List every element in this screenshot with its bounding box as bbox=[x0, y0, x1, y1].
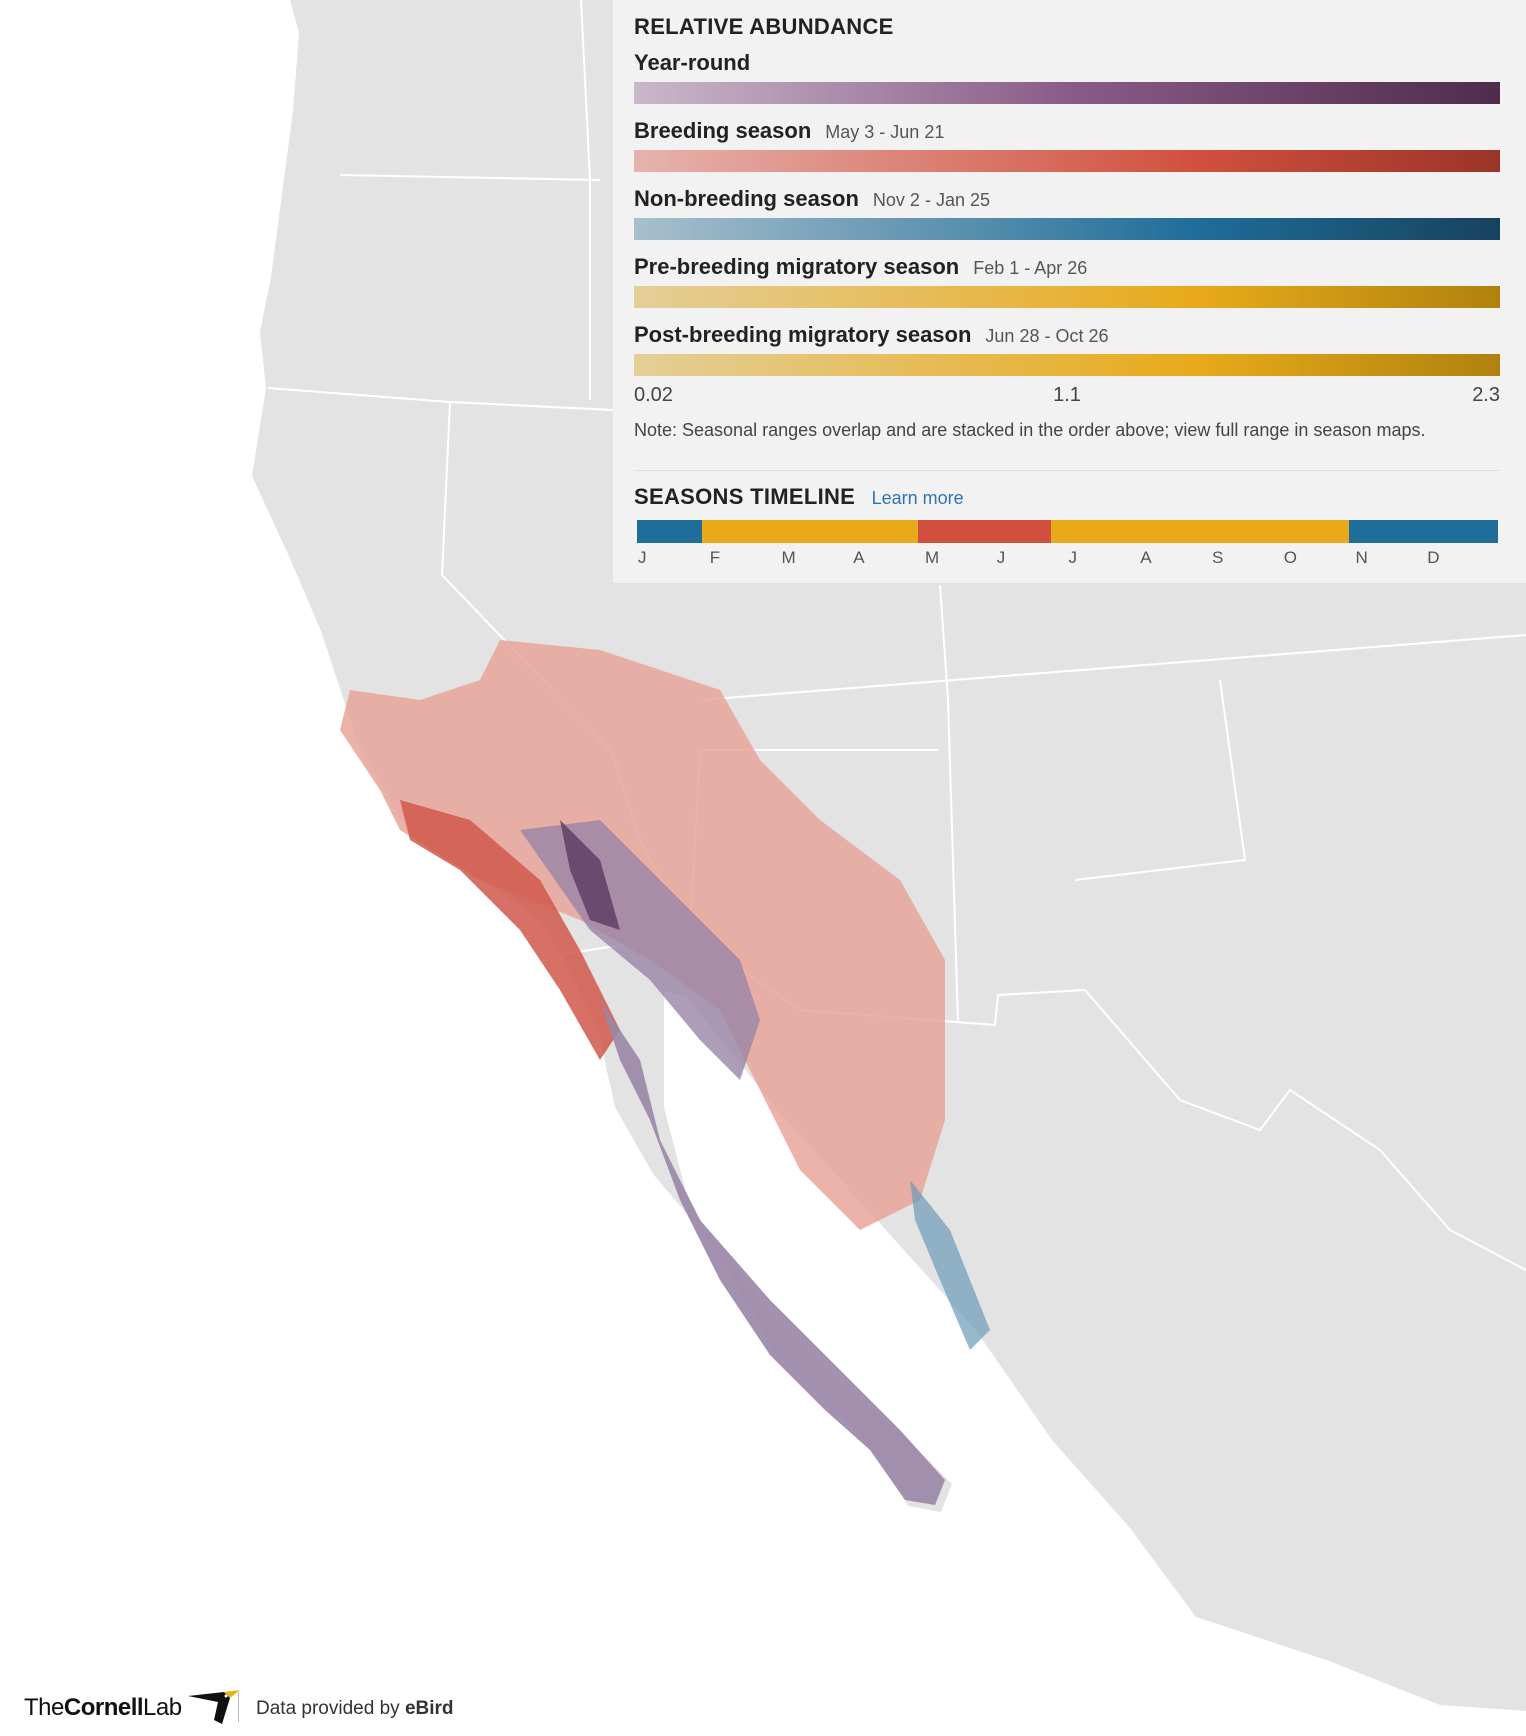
month-label: J bbox=[996, 548, 1006, 567]
learn-more-link[interactable]: Learn more bbox=[871, 488, 964, 508]
season-name: Pre-breeding migratory season bbox=[634, 254, 960, 279]
season-name: Breeding season bbox=[634, 118, 812, 143]
season-label: Post-breeding migratory season Jun 28 - O… bbox=[634, 322, 1109, 348]
gradient-bar bbox=[634, 82, 1500, 104]
logo-part: Cornell bbox=[63, 1694, 144, 1721]
legend-title: RELATIVE ABUNDANCE bbox=[634, 14, 894, 39]
separator bbox=[238, 1692, 239, 1722]
credit-text: Data provided by bbox=[256, 1698, 400, 1719]
month-label: F bbox=[709, 548, 721, 567]
season-dates: Feb 1 - Apr 26 bbox=[973, 258, 1088, 278]
month-label: D bbox=[1427, 548, 1440, 567]
gradient-bar bbox=[634, 218, 1500, 240]
season-name: Non-breeding season bbox=[634, 186, 859, 211]
scale-label: 1.1 bbox=[1053, 384, 1081, 406]
season-name: Year-round bbox=[634, 50, 751, 75]
season-name: Post-breeding migratory season bbox=[634, 322, 972, 347]
legend-panel: RELATIVE ABUNDANCE Year-round Breeding se… bbox=[613, 0, 1526, 583]
credit: Data provided by eBird bbox=[256, 1698, 454, 1720]
season-label: Breeding season May 3 - Jun 21 bbox=[634, 118, 944, 144]
month-label: A bbox=[1140, 548, 1152, 567]
timeline-header: SEASONS TIMELINE Learn more bbox=[634, 484, 964, 510]
scale-label: 2.3 bbox=[1472, 384, 1500, 406]
note: Note: Seasonal ranges overlap and are st… bbox=[634, 420, 1426, 440]
logo-part: The bbox=[24, 1694, 64, 1721]
season-dates: Jun 28 - Oct 26 bbox=[985, 326, 1109, 346]
timeline-title: SEASONS TIMELINE bbox=[634, 484, 856, 509]
timeline-segment bbox=[637, 520, 702, 543]
timeline-segment bbox=[702, 520, 918, 543]
month-label: O bbox=[1283, 548, 1297, 567]
month-label: S bbox=[1212, 548, 1224, 567]
season-label: Year-round bbox=[634, 50, 750, 76]
logo-bird bbox=[188, 1690, 240, 1724]
abundance bbox=[340, 640, 990, 1505]
logo: TheCornellLab bbox=[24, 1694, 182, 1722]
month-label: A bbox=[853, 548, 865, 567]
timeline-segment bbox=[1051, 520, 1349, 543]
season-dates: Nov 2 - Jan 25 bbox=[872, 190, 990, 210]
month-label: M bbox=[781, 548, 796, 567]
season-label: Pre-breeding migratory season Feb 1 - Apr… bbox=[634, 254, 1087, 280]
season-dates: May 3 - Jun 21 bbox=[825, 122, 945, 142]
month-label: M bbox=[925, 548, 940, 567]
season-label: Non-breeding season Nov 2 - Jan 25 bbox=[634, 186, 990, 212]
gradient-bar bbox=[634, 354, 1500, 376]
scale-label: 0.02 bbox=[634, 384, 673, 406]
month-label: J bbox=[1068, 548, 1078, 567]
timeline-bar bbox=[637, 520, 1498, 543]
timeline-segment bbox=[918, 520, 1051, 543]
baja-land bbox=[565, 963, 952, 1512]
month-label: J bbox=[638, 548, 647, 567]
timeline-segment bbox=[1349, 520, 1498, 543]
divider bbox=[634, 470, 1500, 471]
gradient-bar bbox=[634, 150, 1500, 172]
credit-source: eBird bbox=[404, 1698, 454, 1719]
logo-part: Lab bbox=[143, 1694, 182, 1721]
month-label: N bbox=[1355, 548, 1368, 567]
gradient-bar bbox=[634, 286, 1500, 308]
